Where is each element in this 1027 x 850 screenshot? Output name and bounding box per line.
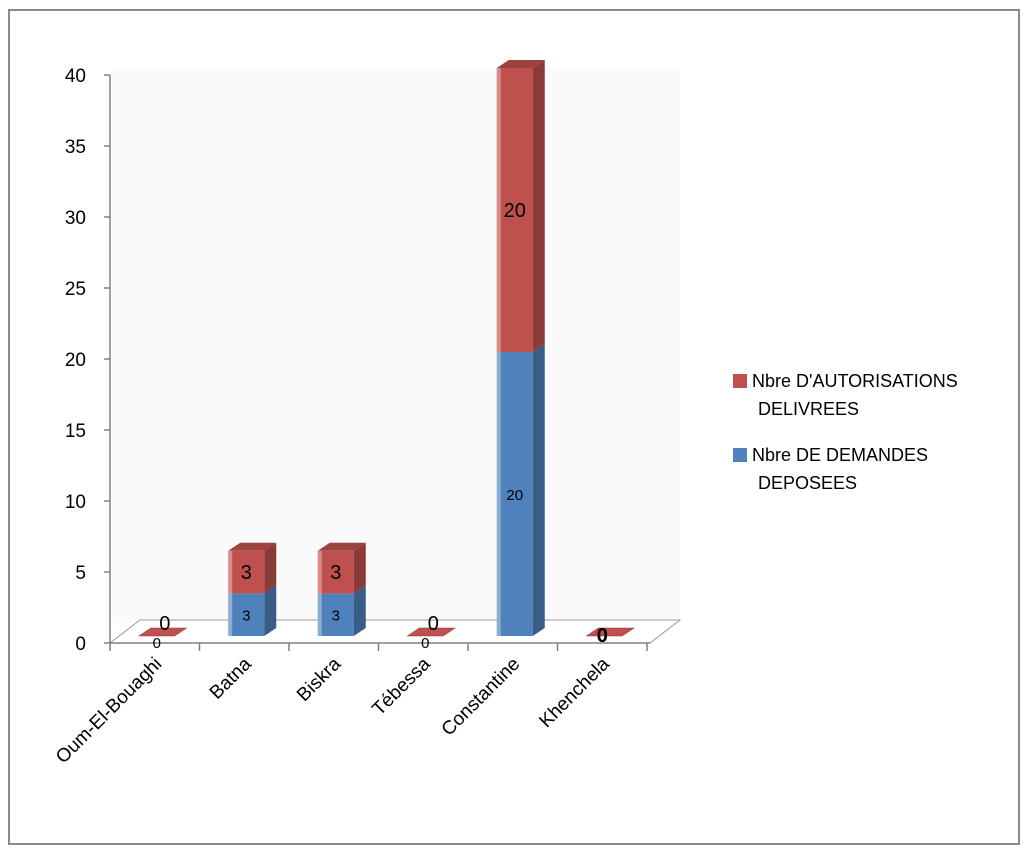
data-label: 20 xyxy=(504,200,526,222)
x-axis: Oum-El-Bouaghi Batna Biskra Tébessa Constant… xyxy=(52,642,650,768)
bar-segment-demandes-side xyxy=(532,344,545,636)
bar-segment-autorisations-front xyxy=(317,550,354,594)
y-tick-label: 0 xyxy=(75,634,86,655)
data-label: 3 xyxy=(332,608,340,625)
y-tick-label: 10 xyxy=(65,492,86,513)
bar-segment-autorisations-top xyxy=(496,60,545,68)
bars xyxy=(137,60,636,637)
y-tick-label: 20 xyxy=(65,350,86,371)
bar-segment-autorisations xyxy=(228,542,277,594)
data-label: 3 xyxy=(242,608,250,625)
data-label: 20 xyxy=(506,487,523,504)
y-tick-label: 40 xyxy=(65,66,86,87)
x-category-label: Batna xyxy=(206,653,256,703)
bar-segment-demandes-front xyxy=(317,593,354,636)
bar-segment-autorisations-front xyxy=(496,68,533,352)
x-category-label: Constantine xyxy=(438,654,525,741)
legend-swatch xyxy=(733,448,747,462)
data-label: 0 xyxy=(428,613,439,635)
data-label: 0 xyxy=(159,613,170,635)
x-category-label: Khenchela xyxy=(535,653,614,732)
data-label: 3 xyxy=(241,562,252,584)
bar-segment-demandes xyxy=(496,344,545,636)
bar-segment-demandes xyxy=(317,585,366,636)
data-label: 0 xyxy=(153,635,161,652)
data-label: 3 xyxy=(330,562,341,584)
bar-segment-demandes xyxy=(228,585,277,636)
y-tick-label: 5 xyxy=(75,563,86,584)
data-label: 0 xyxy=(597,625,608,647)
bar-highlight xyxy=(228,550,233,636)
plot-walls xyxy=(108,68,682,644)
bar-segment-demandes-side xyxy=(264,585,277,636)
bar-highlight xyxy=(496,68,501,636)
bar-segment-demandes-side xyxy=(353,585,366,636)
x-category-label: Tébessa xyxy=(368,653,435,720)
bar-segment-autorisations xyxy=(496,60,545,352)
bar-segment-demandes-front xyxy=(496,352,533,636)
y-tick-label: 15 xyxy=(65,421,86,442)
bar-zero-marker xyxy=(406,627,457,637)
bar-segment-demandes-front xyxy=(228,593,265,636)
bar-segment-autorisations-side xyxy=(353,542,366,594)
bar-segment-autorisations-front xyxy=(228,550,265,594)
legend-label: DEPOSEES xyxy=(758,473,857,493)
bar-zero-marker xyxy=(137,627,188,637)
bar-segment-autorisations xyxy=(317,542,366,594)
x-category-label: Biskra xyxy=(293,653,345,705)
legend-label: DELIVREES xyxy=(758,399,859,419)
data-label: 0 xyxy=(421,635,429,652)
bar-highlight xyxy=(317,550,322,636)
legend: Nbre D'AUTORISATIONS DELIVREES Nbre DE DEM… xyxy=(733,371,958,493)
legend-label: Nbre D'AUTORISATIONS xyxy=(752,371,958,391)
bar-segment-autorisations-side xyxy=(532,60,545,352)
back-wall xyxy=(112,68,680,623)
legend-swatch xyxy=(733,374,747,388)
y-tick-label: 35 xyxy=(65,137,86,158)
legend-label: Nbre DE DEMANDES xyxy=(752,445,928,465)
bar-segment-autorisations-top xyxy=(228,542,277,551)
y-tick-label: 30 xyxy=(65,208,86,229)
x-category-label: Oum-El-Bouaghi xyxy=(52,654,166,768)
bar-segment-autorisations-top xyxy=(317,542,366,551)
y-tick-label: 25 xyxy=(65,279,86,300)
bar-zero-marker xyxy=(585,627,636,637)
data-label: 0 xyxy=(597,625,608,647)
y-axis: 0 5 10 15 20 25 30 35 40 xyxy=(65,66,111,655)
bar-segment-autorisations-side xyxy=(264,542,277,594)
